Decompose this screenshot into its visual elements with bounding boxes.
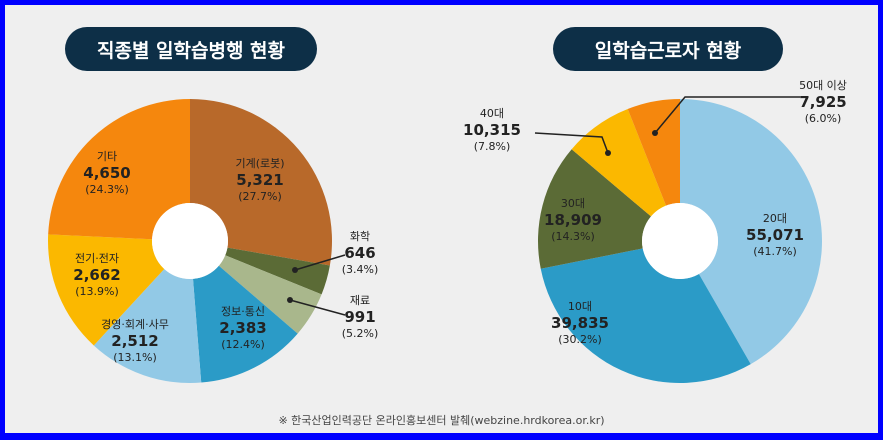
slice-label: 20대 55,071 (41.7%) [746,211,804,259]
slice-name: 40대 [479,107,505,120]
slice-label: 기타 4,650 (24.3%) [83,149,130,197]
slice-value: 39,835 [551,314,609,332]
left-chart-title: 직종별 일학습병행 현황 [65,27,317,71]
donut-charts [48,96,822,383]
slice-name: 재료 [349,294,371,307]
leader-dot [652,130,658,136]
slice-label: 화학 646 (3.4%) [342,229,379,277]
slice-label: 50대 이상 7,925 (6.0%) [799,78,847,126]
slice-value: 991 [344,308,376,326]
donut-slice [571,108,667,217]
slice-label: 30대 18,909 (14.3%) [544,196,602,244]
slice-percent: (7.8%) [473,140,511,153]
donut-slice [193,265,298,383]
slice-name: 50대 이상 [799,79,847,92]
leader-dot [292,267,298,273]
donut-hole [642,203,718,279]
slice-percent: (27.7%) [238,190,282,203]
slice-label: 재료 991 (5.2%) [342,293,379,341]
slice-percent: (13.9%) [75,285,119,298]
slice-percent: (41.7%) [753,245,797,258]
slice-value: 10,315 [463,121,521,139]
donut-slice [48,234,165,346]
slice-label: 전기·전자 2,662 (13.9%) [73,251,120,299]
donut-slice [540,248,751,383]
slice-percent: (6.0%) [804,112,842,125]
slice-label: 기계(로봇) 5,321 (27.7%) [235,156,284,204]
slice-name: 기계(로봇) [235,157,285,170]
slice-value: 4,650 [83,164,131,182]
slice-value: 7,925 [799,93,847,111]
donut-slice [48,99,191,240]
slice-percent: (24.3%) [85,183,129,196]
donut-slice [225,247,330,295]
slice-name: 기타 [96,150,118,163]
slice-name: 20대 [762,212,788,225]
slice-name: 화학 [349,230,371,243]
slice-value: 2,662 [73,266,121,284]
slice-value: 18,909 [544,211,602,229]
leader-dot [605,150,611,156]
donut-slice [218,255,322,334]
slice-name: 경영·회계·사무 [101,318,169,331]
slice-name: 정보·통신 [221,305,265,318]
slice-value: 55,071 [746,226,804,244]
slice-name: 30대 [560,197,586,210]
slice-percent: (5.2%) [341,327,379,340]
slice-name: 10대 [567,300,593,313]
donut-slice [627,99,680,206]
donut-slice [190,99,333,266]
leader-line [294,254,346,271]
slice-label: 정보·통신 2,383 (12.4%) [219,304,266,352]
slice-name: 전기·전자 [75,252,119,265]
source-note: ※ 한국산업인력공단 온라인홍보센터 발췌(webzine.hrdkorea.o… [278,414,605,427]
leader-line [289,299,346,316]
donut-slice [680,99,822,365]
donut-hole [152,203,228,279]
slice-value: 646 [344,244,376,262]
slice-value: 5,321 [236,171,284,189]
slice-percent: (14.3%) [551,230,595,243]
slice-label: 10대 39,835 (30.2%) [551,299,609,347]
right-chart-title: 일학습근로자 현황 [553,27,783,71]
slice-percent: (30.2%) [558,333,602,346]
slice-percent: (12.4%) [221,338,265,351]
slice-percent: (13.1%) [113,351,157,364]
leader-line [534,132,609,154]
slice-percent: (3.4%) [341,263,379,276]
leader-line [654,96,800,134]
slice-value: 2,383 [219,319,267,337]
slice-label: 경영·회계·사무 2,512 (13.1%) [101,317,169,365]
slice-label: 40대 10,315 (7.8%) [463,106,521,154]
slice-value: 2,512 [111,332,159,350]
leader-dot [287,297,293,303]
donut-slice [537,149,652,269]
donut-slice [93,268,202,383]
infographic: 직종별 일학습병행 현황 일학습근로자 현황 기계(로봇) 5,321 (27.7%… [5,5,878,433]
